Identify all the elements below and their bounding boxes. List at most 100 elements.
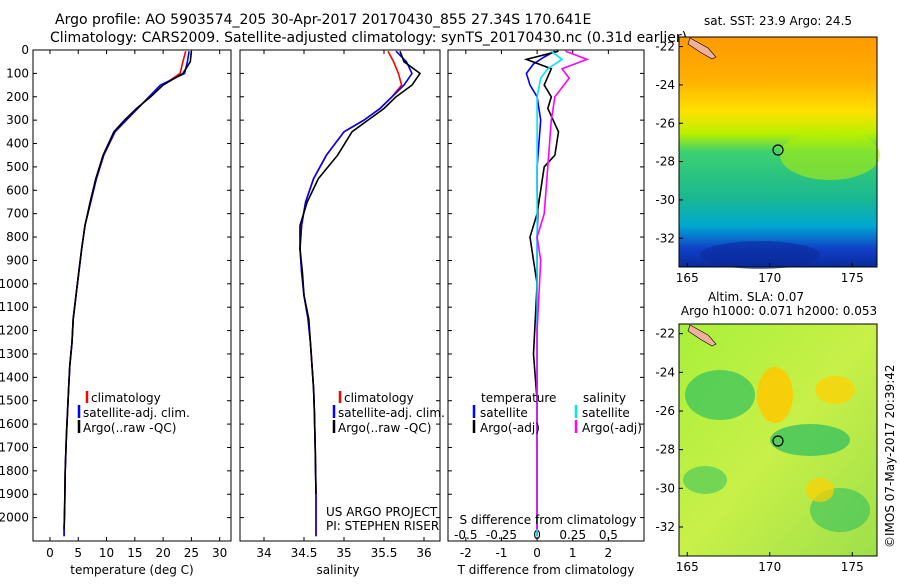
x-tick-label: 35.5 [371, 546, 398, 560]
map-x-tick-label: 165 [676, 271, 699, 285]
map-y-tick-label: -22 [655, 327, 675, 341]
sla-green-patch [770, 424, 850, 456]
salinity-panel [239, 49, 441, 542]
y-tick-label: 1000 [0, 277, 29, 291]
temperature-plot: 0 5 10 15 20 25 300100200300400500600700800900… [0, 43, 231, 560]
legend-label: Argo(-adj) [582, 421, 642, 435]
map-y-tick-label: -24 [655, 365, 675, 379]
y-tick-label: 900 [6, 253, 29, 267]
x-tick-label: 2 [605, 546, 613, 560]
sla-warm-patch [757, 367, 793, 423]
temperature-axis-label: temperature (deg C) [70, 563, 193, 577]
sst-map: 165 170 175 -22 -24 -26 -28 -30 -32 [655, 36, 880, 285]
y-tick-label: 800 [6, 230, 29, 244]
legend-label: climatology [91, 391, 161, 405]
map-x-tick-label: 170 [758, 271, 781, 285]
legend-label: Argo(-adj) [480, 421, 540, 435]
x-tick-label: -2 [460, 546, 472, 560]
y-tick-label: 700 [6, 207, 29, 221]
map-x-tick-label: 175 [841, 271, 864, 285]
y-tick-label: 300 [6, 113, 29, 127]
y-tick-label: 0 [21, 43, 29, 57]
x-tick-label: 34.5 [291, 546, 318, 560]
x-tick-label: 35 [336, 546, 351, 560]
map-y-tick-label: -22 [655, 40, 675, 54]
series-line-satellite-adj. clim. [299, 50, 413, 537]
map-y-tick-label: -28 [655, 155, 675, 169]
temperature-legend: climatology satellite-adj. clim. Argo(..… [77, 391, 190, 435]
difference-panel [447, 49, 645, 542]
y-tick-label: 1900 [0, 487, 29, 501]
legend-label: satellite-adj. clim. [338, 406, 445, 420]
legend-label: climatology [344, 391, 414, 405]
project-annotation: US ARGO PROJECT [326, 505, 438, 519]
header-line-2: Climatology: CARS2009. Satellite-adjuste… [50, 30, 687, 46]
x-tick-label: 0 [533, 546, 541, 560]
sla-map-title-1: Altim. SLA: 0.07 [708, 290, 804, 304]
sst-land [687, 37, 717, 60]
x-tick-label: 34 [256, 546, 271, 560]
series-line-Argo(-adj) [523, 50, 560, 530]
x-tick-label: 20 [155, 546, 170, 560]
legend-label: satellite [480, 406, 528, 420]
x-tick-label: 0 [46, 546, 54, 560]
difference-top-axis-label: S difference from climatology [460, 513, 637, 527]
map-y-tick-label: -28 [655, 443, 675, 457]
map-y-tick-label: -30 [655, 481, 675, 495]
legend-label: satellite [582, 406, 630, 420]
sst-cold-patch [700, 241, 820, 269]
top-tick-label: -0.5 [454, 528, 477, 542]
sst-map-axes: 165 170 175 -22 -24 -26 -28 -30 -32 [655, 40, 863, 285]
salinity-legend: climatology satellite-adj. clim. Argo(..… [332, 391, 445, 435]
imos-stamp: ©IMOS 07-May-2017 20:39:42 [883, 364, 897, 548]
x-tick-label: 25 [184, 546, 199, 560]
difference-axis-label: T difference from climatology [457, 563, 635, 577]
top-tick-label: -0.25 [486, 528, 517, 542]
salinity-axis-label: salinity [316, 563, 359, 577]
top-tick-label: 0.5 [599, 528, 618, 542]
y-tick-label: 100 [6, 66, 29, 80]
y-tick-label: 1700 [0, 440, 29, 454]
map-x-tick-label: 175 [841, 560, 864, 574]
map-y-tick-label: -24 [655, 78, 675, 92]
x-tick-label: 10 [99, 546, 114, 560]
series-line-Argo(..raw -QC) [63, 51, 193, 530]
map-y-tick-label: -32 [655, 520, 675, 534]
x-tick-label: 36 [416, 546, 431, 560]
series-line-satellite-adj. clim. [63, 51, 190, 537]
sst-cool-patch [780, 130, 880, 180]
y-tick-label: 1200 [0, 324, 29, 338]
legend-header-salinity: salinity [583, 391, 626, 405]
legend-label: satellite-adj. clim. [83, 406, 190, 420]
y-tick-label: 2000 [0, 511, 29, 525]
y-tick-label: 1300 [0, 347, 29, 361]
sst-map-title: sat. SST: 23.9 Argo: 24.5 [704, 14, 852, 28]
pi-annotation: PI: STEPHEN RISER [326, 519, 439, 533]
sla-green-patch [685, 370, 755, 420]
series-line-Argo(-adj) [536, 50, 590, 530]
x-tick-label: 1 [569, 546, 577, 560]
y-tick-label: 1100 [0, 300, 29, 314]
y-tick-label: 200 [6, 90, 29, 104]
sla-map-title-2: Argo h1000: 0.071 h2000: 0.053 [681, 304, 877, 318]
y-tick-label: 600 [6, 183, 29, 197]
y-tick-label: 1600 [0, 417, 29, 431]
y-tick-label: 1400 [0, 370, 29, 384]
map-y-tick-label: -32 [655, 231, 675, 245]
header-line-1: Argo profile: AO 5903574_205 30-Apr-2017… [55, 12, 591, 28]
difference-legend: temperature salinity satellite Argo(-adj… [472, 391, 642, 435]
x-tick-label: 5 [74, 546, 82, 560]
map-x-tick-label: 165 [676, 560, 699, 574]
y-tick-label: 400 [6, 137, 29, 151]
sla-map: 165 170 175 -22 -24 -26 -28 -30 -32 [655, 323, 878, 574]
y-tick-label: 1500 [0, 394, 29, 408]
x-tick-label: 15 [127, 546, 142, 560]
legend-label: Argo(..raw -QC) [338, 421, 431, 435]
sla-warm-patch [815, 376, 855, 404]
sst-argo-marker [772, 144, 784, 156]
x-tick-label: -1 [495, 546, 507, 560]
sla-warm-patch [806, 478, 834, 502]
map-y-tick-label: -26 [655, 404, 675, 418]
sla-argo-marker [772, 435, 784, 447]
